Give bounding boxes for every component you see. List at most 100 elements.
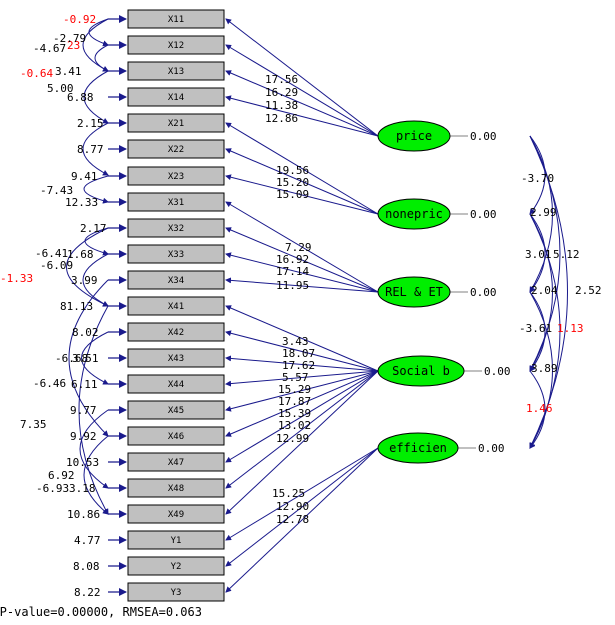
latent-covariance-curve xyxy=(529,370,546,449)
loading-value: 15.20 xyxy=(276,176,309,189)
error-covariance-value: -6.93 xyxy=(36,482,69,495)
loading-arrow xyxy=(225,370,379,489)
loading-value: 17.87 xyxy=(278,395,311,408)
indicator-box xyxy=(127,35,225,55)
latent-variance: 0.00 xyxy=(470,208,497,221)
error-covariance-value: -6.46 xyxy=(33,377,66,390)
latent-variance: 0.00 xyxy=(484,365,511,378)
latent-ellipse xyxy=(377,120,451,152)
error-variance: 10.86 xyxy=(67,508,100,521)
error-covariance-value: -0.64 xyxy=(20,67,53,80)
loading-arrow xyxy=(225,370,379,437)
loading-arrow xyxy=(225,148,379,215)
error-variance: 8.02 xyxy=(72,326,99,339)
loading-arrow xyxy=(225,447,379,541)
error-variance: 3.18 xyxy=(69,482,96,495)
error-variance: 2.15 xyxy=(77,117,104,130)
loading-arrow xyxy=(225,447,379,593)
indicator-box xyxy=(127,556,225,576)
indicator-box xyxy=(127,322,225,342)
indicator-label: X32 xyxy=(168,224,184,234)
fit-statistics: 4, P-value=0.00000, RMSEA=0.063 xyxy=(0,605,202,619)
latent-ellipse xyxy=(377,355,465,387)
error-variance: 9.77 xyxy=(70,404,97,417)
indicator-box xyxy=(127,400,225,420)
loading-value: 15.09 xyxy=(276,188,309,201)
indicator-label: X31 xyxy=(168,198,184,208)
loading-value: 5.57 xyxy=(282,371,309,384)
latent-label: nonepric xyxy=(385,207,443,221)
indicator-label: X43 xyxy=(168,354,184,364)
error-variance: 8.22 xyxy=(74,586,101,599)
loading-arrow xyxy=(225,18,379,137)
indicator-box xyxy=(127,530,225,550)
indicator-box xyxy=(127,87,225,107)
error-variance: 8.77 xyxy=(77,143,104,156)
error-variance: 3.41 xyxy=(55,65,82,78)
loading-value: 15.25 xyxy=(272,487,305,500)
loading-arrow xyxy=(225,370,379,515)
latent-covariance-value: 3.89 xyxy=(531,362,558,375)
latent-covariance-value: 2.99 xyxy=(530,206,557,219)
indicator-box xyxy=(127,218,225,238)
latent-covariance-value: 3.01 xyxy=(525,248,552,261)
indicator-box xyxy=(127,9,225,29)
loading-value: 12.78 xyxy=(276,513,309,526)
error-covariance-value: -2.79 xyxy=(53,32,86,45)
error-covariance-curve xyxy=(83,175,109,204)
indicator-box xyxy=(127,244,225,264)
indicator-label: X33 xyxy=(168,250,184,260)
indicator-box xyxy=(127,113,225,133)
error-covariance-curve xyxy=(82,18,109,72)
loading-arrow xyxy=(225,370,379,412)
indicator-box xyxy=(127,192,225,212)
error-variance: 4.77 xyxy=(74,534,101,547)
indicator-label: X41 xyxy=(168,302,184,312)
indicator-box xyxy=(127,348,225,368)
error-covariance-value: -4.67 xyxy=(33,42,66,55)
indicator-label: Y1 xyxy=(171,536,182,546)
indicator-label: X49 xyxy=(168,510,184,520)
indicator-box xyxy=(127,582,225,602)
indicator-label: X48 xyxy=(168,484,184,494)
indicator-label: X11 xyxy=(168,15,184,25)
loading-arrow xyxy=(225,227,379,293)
loading-arrow xyxy=(225,70,379,137)
error-variance: 2.17 xyxy=(80,222,107,235)
loading-value: 7.29 xyxy=(285,241,312,254)
latent-label: price xyxy=(396,129,432,143)
error-covariance-value: 6.92 xyxy=(48,469,75,482)
loading-arrow xyxy=(225,277,379,293)
loading-value: 15.29 xyxy=(278,383,311,396)
latent-variance: 0.00 xyxy=(470,130,497,143)
latent-covariance-curve xyxy=(529,213,546,293)
indicator-label: X14 xyxy=(168,93,184,103)
loading-value: 13.02 xyxy=(278,419,311,432)
error-variance: 10.53 xyxy=(66,456,99,469)
loading-arrow xyxy=(225,122,379,215)
latent-covariance-curve xyxy=(529,135,546,215)
latent-label: REL & ET xyxy=(385,285,443,299)
loading-arrow xyxy=(225,44,379,137)
error-covariance-value: -7.43 xyxy=(40,184,73,197)
error-variance: -0.92 xyxy=(63,13,96,26)
latent-ellipse xyxy=(377,432,459,464)
error-variance: 12.33 xyxy=(65,196,98,209)
error-covariance-value: -1.33 xyxy=(0,272,33,285)
loading-arrow xyxy=(225,305,379,372)
loading-value: 11.38 xyxy=(265,99,298,112)
latent-covariance-value: 2.52 xyxy=(575,284,602,297)
latent-label: efficien xyxy=(389,441,447,455)
latent-ellipse xyxy=(377,276,451,308)
error-variance: 6.88 xyxy=(67,91,94,104)
indicator-label: X13 xyxy=(168,67,184,77)
indicator-label: X12 xyxy=(168,41,184,51)
error-covariance-curve xyxy=(83,70,109,124)
latent-covariance-value: -3.61 xyxy=(519,322,552,335)
latent-covariance-value: 1.13 xyxy=(557,322,584,335)
loading-value: 17.14 xyxy=(276,265,309,278)
indicator-box xyxy=(127,166,225,186)
error-covariance-value: -6.09 xyxy=(40,259,73,272)
indicator-box xyxy=(127,296,225,316)
latent-covariance-curve xyxy=(529,291,546,372)
